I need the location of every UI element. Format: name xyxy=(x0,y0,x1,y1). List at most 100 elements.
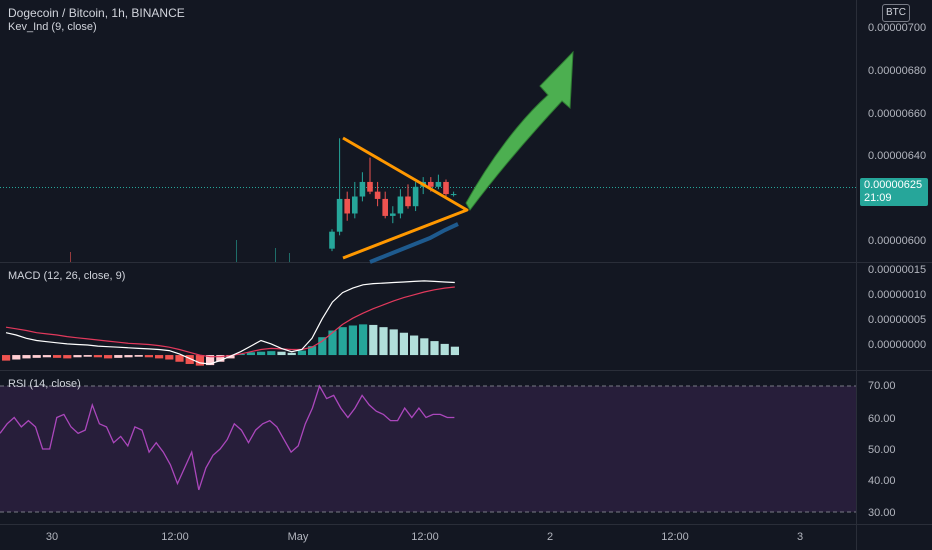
macd-tick: 0.00000015 xyxy=(868,264,927,276)
volume-bar xyxy=(236,240,237,262)
macd-histogram-bar xyxy=(206,355,215,366)
macd-histogram-bar xyxy=(420,338,429,356)
macd-histogram-bar xyxy=(22,355,31,359)
rsi-title[interactable]: RSI (14, close) xyxy=(8,378,81,390)
macd-histogram-bar xyxy=(389,329,398,356)
time-tick: 30 xyxy=(45,531,59,543)
rsi-band-fill xyxy=(0,386,856,512)
macd-histogram-bar xyxy=(104,355,113,359)
rsi-tick: 30.00 xyxy=(868,507,896,519)
macd-histogram-bar xyxy=(165,355,174,360)
macd-histogram-bar xyxy=(83,355,92,357)
price-tick: 0.00000700 xyxy=(868,22,927,34)
macd-group xyxy=(2,280,459,366)
macd-histogram-bar xyxy=(12,355,21,360)
macd-histogram-bar xyxy=(359,324,368,356)
macd-histogram-bar xyxy=(175,355,184,362)
time-tick: May xyxy=(287,531,309,543)
rsi-tick: 40.00 xyxy=(868,475,896,487)
candle-body xyxy=(359,181,366,197)
volume-bar xyxy=(289,253,290,262)
macd-histogram-bar xyxy=(42,355,51,358)
macd-histogram-bar xyxy=(440,343,449,356)
time-tick: 3 xyxy=(796,531,804,543)
indicator-title[interactable]: Kev_Ind (9, close) xyxy=(8,21,97,33)
macd-histogram-bar xyxy=(277,351,286,356)
time-tick: 2 xyxy=(546,531,554,543)
macd-histogram-bar xyxy=(318,337,327,356)
candle-body xyxy=(397,196,404,214)
candle-body xyxy=(390,213,396,216)
candle-body xyxy=(382,198,388,216)
symbol-title[interactable]: Dogecoin / Bitcoin, 1h, BINANCE xyxy=(8,6,185,20)
candle-body xyxy=(450,194,457,196)
macd-histogram-bar xyxy=(430,341,439,356)
candle-body xyxy=(428,181,434,187)
rsi-tick: 50.00 xyxy=(868,444,896,456)
macd-histogram-bar xyxy=(287,352,296,356)
macd-histogram-bar xyxy=(216,355,225,362)
macd-line xyxy=(5,280,455,365)
macd-histogram-bar xyxy=(155,355,164,359)
price-tick: 0.00000600 xyxy=(868,235,927,247)
current-price-tag: 0.00000625 21:09 xyxy=(860,178,928,206)
macd-title[interactable]: MACD (12, 26, close, 9) xyxy=(8,270,126,282)
volume-bar xyxy=(70,252,71,262)
macd-histogram-bar xyxy=(53,355,62,358)
macd-histogram-bar xyxy=(297,350,306,356)
macd-histogram-bar xyxy=(399,332,408,356)
price-tick: 0.00000660 xyxy=(868,108,927,120)
macd-histogram-bar xyxy=(2,355,11,361)
rsi-tick: 60.00 xyxy=(868,413,896,425)
macd-histogram-bar xyxy=(185,355,194,364)
macd-histogram-bar xyxy=(308,346,317,356)
candle-countdown: 21:09 xyxy=(864,192,892,204)
time-tick: 12:00 xyxy=(411,531,439,543)
rsi-group xyxy=(0,384,455,491)
candles-group xyxy=(329,138,457,252)
macd-histogram-bar xyxy=(369,324,378,356)
macd-histogram-bar xyxy=(195,355,204,366)
macd-histogram-bar xyxy=(257,351,266,356)
macd-histogram-bar xyxy=(93,355,102,358)
macd-histogram-bar xyxy=(32,355,41,358)
candle-body xyxy=(367,181,373,192)
macd-histogram-bar xyxy=(267,351,276,356)
macd-histogram-bar xyxy=(410,335,419,356)
macd-histogram-bar xyxy=(134,355,143,357)
macd-histogram-bar xyxy=(246,352,255,356)
current-price-value: 0.00000625 xyxy=(864,179,923,191)
macd-histogram-bar xyxy=(124,355,133,358)
rsi-tick: 70.00 xyxy=(868,380,896,392)
price-tick: 0.00000640 xyxy=(868,150,927,162)
currency-badge[interactable]: BTC xyxy=(882,4,910,22)
candle-body xyxy=(435,181,442,187)
macd-tick: 0.00000010 xyxy=(868,289,927,301)
candle-body xyxy=(352,196,358,214)
candle-body xyxy=(412,186,419,207)
macd-histogram-bar xyxy=(236,353,245,356)
candle-body xyxy=(344,198,350,214)
macd-tick: 0.00000005 xyxy=(868,314,927,326)
candle-body xyxy=(374,191,381,199)
price-pane[interactable] xyxy=(0,0,856,262)
macd-histogram-bar xyxy=(379,327,388,356)
price-tick: 0.00000680 xyxy=(868,65,927,77)
macd-histogram-bar xyxy=(328,330,337,356)
macd-tick: 0.00000000 xyxy=(868,339,927,351)
macd-histogram-bar xyxy=(63,355,72,359)
macd-histogram-bar xyxy=(73,355,82,358)
macd-histogram-bar xyxy=(450,346,459,356)
candle-body xyxy=(336,198,343,232)
rsi-line xyxy=(0,384,455,491)
candle-body xyxy=(443,181,449,195)
candle-body xyxy=(329,231,335,249)
triangle-pattern[interactable] xyxy=(342,136,469,260)
target-arrow[interactable] xyxy=(465,50,574,211)
macd-histogram-bar xyxy=(114,355,123,358)
volume-bar xyxy=(275,248,276,262)
time-tick: 12:00 xyxy=(161,531,189,543)
time-tick: 12:00 xyxy=(661,531,689,543)
macd-histogram-bar xyxy=(338,327,347,356)
